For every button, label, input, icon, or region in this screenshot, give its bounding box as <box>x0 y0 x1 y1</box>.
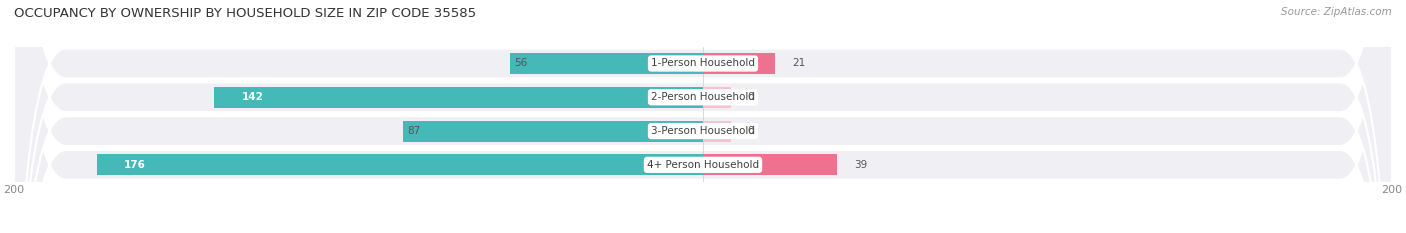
Bar <box>703 121 731 141</box>
FancyBboxPatch shape <box>14 0 1392 233</box>
Bar <box>97 154 703 175</box>
Text: 176: 176 <box>124 160 146 170</box>
Text: 3-Person Household: 3-Person Household <box>651 126 755 136</box>
Text: 0: 0 <box>748 126 754 136</box>
Text: 56: 56 <box>515 58 527 69</box>
Text: 21: 21 <box>793 58 806 69</box>
Text: 142: 142 <box>242 92 263 102</box>
Text: 39: 39 <box>855 160 868 170</box>
Text: 0: 0 <box>748 92 754 102</box>
Bar <box>703 154 838 175</box>
Bar <box>703 87 731 108</box>
Text: 1-Person Household: 1-Person Household <box>651 58 755 69</box>
FancyBboxPatch shape <box>14 0 1392 233</box>
Bar <box>510 53 703 74</box>
Text: 4+ Person Household: 4+ Person Household <box>647 160 759 170</box>
Bar <box>404 121 703 141</box>
Text: 2-Person Household: 2-Person Household <box>651 92 755 102</box>
Bar <box>214 87 703 108</box>
FancyBboxPatch shape <box>14 0 1392 233</box>
FancyBboxPatch shape <box>14 0 1392 233</box>
Text: OCCUPANCY BY OWNERSHIP BY HOUSEHOLD SIZE IN ZIP CODE 35585: OCCUPANCY BY OWNERSHIP BY HOUSEHOLD SIZE… <box>14 7 477 20</box>
Bar <box>703 53 775 74</box>
Text: Source: ZipAtlas.com: Source: ZipAtlas.com <box>1281 7 1392 17</box>
Text: 87: 87 <box>408 126 420 136</box>
